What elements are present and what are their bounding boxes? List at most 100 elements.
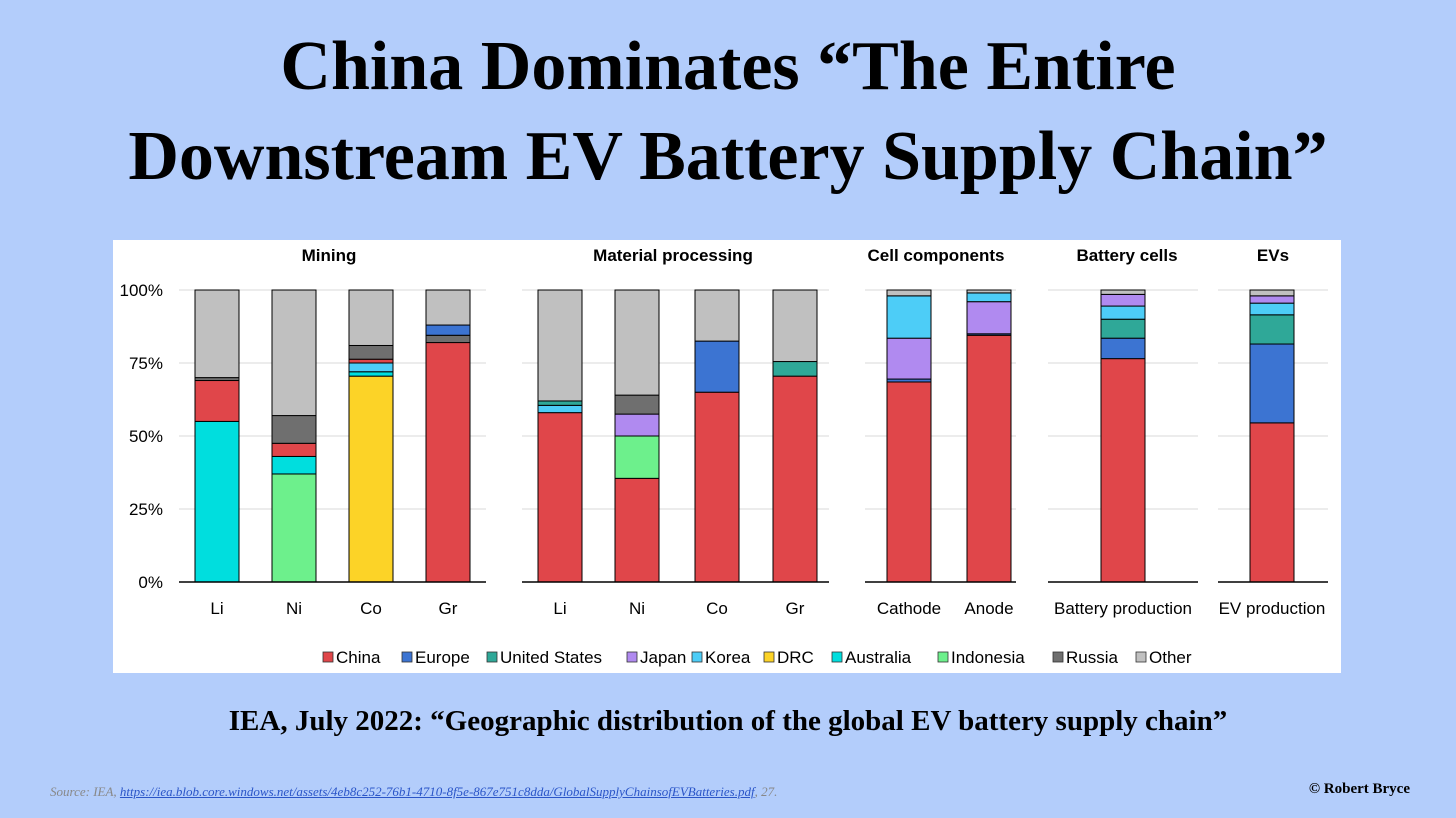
bar-segment-mining-co-australia — [348, 371, 394, 377]
legend-swatch-other — [1135, 651, 1147, 663]
x-tick-label-ni: Ni — [629, 599, 645, 618]
legend-swatch-australia — [831, 651, 843, 663]
bar-segment-material-processing-li-other — [537, 289, 583, 402]
slide-title-line-1: China Dominates “The Entire — [280, 28, 1176, 105]
bar-segment-material-processing-gr-china — [772, 375, 818, 583]
y-tick-label: 0% — [138, 573, 163, 592]
bar-segment-material-processing-li-korea — [537, 404, 583, 414]
x-tick-label-anode: Anode — [964, 599, 1013, 618]
group-title-material-processing: Material processing — [593, 246, 753, 265]
y-tick-label: 75% — [129, 354, 163, 373]
bar-segment-mining-gr-other — [425, 289, 471, 326]
bar-segment-mining-gr-china — [425, 342, 471, 583]
source-link[interactable]: https://iea.blob.core.windows.net/assets… — [119, 784, 755, 799]
bar-segment-mining-co-china — [348, 358, 394, 364]
bar-segment-material-processing-gr-other — [772, 289, 818, 363]
x-tick-label-li: Li — [553, 599, 566, 618]
bar-segment-battery-cells-battery-production-other — [1100, 289, 1146, 295]
bar-segment-evs-ev-production-other — [1249, 289, 1295, 297]
bar-segment-evs-ev-production-korea — [1249, 302, 1295, 316]
copyright-notice: © Robert Bryce — [1308, 781, 1410, 797]
legend-label-china: China — [336, 648, 381, 667]
bar-segment-material-processing-li-united-states — [537, 400, 583, 406]
x-tick-label-co: Co — [360, 599, 382, 618]
legend-label-russia: Russia — [1066, 648, 1119, 667]
y-tick-label: 50% — [129, 427, 163, 446]
bar-segment-cell-components-anode-korea — [966, 292, 1012, 303]
bar-segment-battery-cells-battery-production-china — [1100, 358, 1146, 583]
bar-segment-mining-gr-europe — [425, 324, 471, 336]
bar-segment-mining-li-australia — [194, 420, 240, 583]
legend-label-united-states: United States — [500, 648, 602, 667]
bar-segment-mining-co-other — [348, 289, 394, 346]
source-prefix: Source: IEA, — [50, 784, 120, 799]
bar-segment-cell-components-cathode-china — [886, 381, 932, 583]
x-tick-label-co: Co — [706, 599, 728, 618]
bar-segment-cell-components-cathode-korea — [886, 295, 932, 339]
stacked-bar-chart: 0% 25% 50% 75% 100% Mining Li Ni Co Gr Material pr… — [120, 246, 1328, 667]
bar-segment-evs-ev-production-china — [1249, 422, 1295, 583]
bar-segment-material-processing-li-china — [537, 412, 583, 583]
bar-segment-mining-co-drc — [348, 375, 394, 583]
legend-swatch-korea — [691, 651, 703, 663]
legend-label-japan: Japan — [640, 648, 686, 667]
x-tick-label-li: Li — [210, 599, 223, 618]
x-tick-label-battery-production: Battery production — [1054, 599, 1192, 618]
x-tick-label-ni: Ni — [286, 599, 302, 618]
slide-title: China Dominates “The Entire Downstream E… — [0, 22, 1456, 202]
bar-segment-mining-ni-other — [271, 289, 317, 417]
legend-swatch-russia — [1052, 651, 1064, 663]
source-note: Source: IEA, https://iea.blob.core.windo… — [50, 784, 777, 800]
bar-segment-cell-components-anode-china — [966, 334, 1012, 583]
bar-segment-cell-components-cathode-other — [886, 289, 932, 297]
bar-segment-mining-li-china — [194, 380, 240, 422]
source-suffix: , 27. — [754, 784, 778, 799]
x-tick-label-cathode: Cathode — [877, 599, 941, 618]
x-tick-label-gr: Gr — [786, 599, 805, 618]
bar-segment-material-processing-co-europe — [694, 340, 740, 393]
bar-segment-evs-ev-production-japan — [1249, 295, 1295, 304]
legend-swatch-drc — [763, 651, 775, 663]
chart-caption: IEA, July 2022: “Geographic distribution… — [228, 705, 1228, 737]
group-title-cell-components: Cell components — [868, 246, 1005, 265]
x-tick-label-ev-production: EV production — [1219, 599, 1326, 618]
legend-label-indonesia: Indonesia — [951, 648, 1025, 667]
bar-segment-mining-co-russia — [348, 344, 394, 360]
legend-swatch-china — [322, 651, 334, 663]
bar-segment-material-processing-ni-china — [614, 477, 660, 583]
bar-segment-mining-li-other — [194, 289, 240, 379]
bar-segment-battery-cells-battery-production-united-states — [1100, 318, 1146, 339]
slide-title-line-2: Downstream EV Battery Supply Chain” — [128, 118, 1328, 195]
bar-segment-material-processing-ni-russia — [614, 394, 660, 415]
bar-segment-mining-ni-indonesia — [271, 473, 317, 583]
y-tick-label: 100% — [120, 281, 163, 300]
legend-label-australia: Australia — [845, 648, 912, 667]
chart-panel: 0% 25% 50% 75% 100% Mining Li Ni Co Gr Material pr… — [113, 240, 1341, 673]
bar-segment-material-processing-ni-other — [614, 289, 660, 396]
legend-swatch-japan — [626, 651, 638, 663]
group-title-mining: Mining — [302, 246, 357, 265]
bar-segment-cell-components-anode-other — [966, 289, 1012, 294]
legend-swatch-europe — [401, 651, 413, 663]
bar-segment-mining-gr-russia — [425, 334, 471, 344]
legend-label-drc: DRC — [777, 648, 814, 667]
bar-segment-mining-ni-russia — [271, 415, 317, 444]
bar-segment-evs-ev-production-europe — [1249, 343, 1295, 424]
y-tick-label: 25% — [129, 500, 163, 519]
x-tick-label-gr: Gr — [439, 599, 458, 618]
bar-segment-cell-components-cathode-japan — [886, 337, 932, 380]
bar-segment-mining-ni-china — [271, 442, 317, 457]
group-title-battery-cells: Battery cells — [1076, 246, 1177, 265]
bar-segment-material-processing-gr-united-states — [772, 361, 818, 377]
legend-label-other: Other — [1149, 648, 1192, 667]
bar-segment-battery-cells-battery-production-korea — [1100, 305, 1146, 320]
bar-segment-battery-cells-battery-production-japan — [1100, 293, 1146, 307]
bar-segment-cell-components-anode-japan — [966, 301, 1012, 335]
legend-label-europe: Europe — [415, 648, 470, 667]
bar-segment-mining-ni-australia — [271, 455, 317, 475]
group-title-evs: EVs — [1257, 246, 1289, 265]
bar-segment-mining-co-korea — [348, 362, 394, 373]
bar-segment-material-processing-ni-indonesia — [614, 435, 660, 479]
legend-swatch-indonesia — [937, 651, 949, 663]
bar-segment-evs-ev-production-united-states — [1249, 314, 1295, 345]
